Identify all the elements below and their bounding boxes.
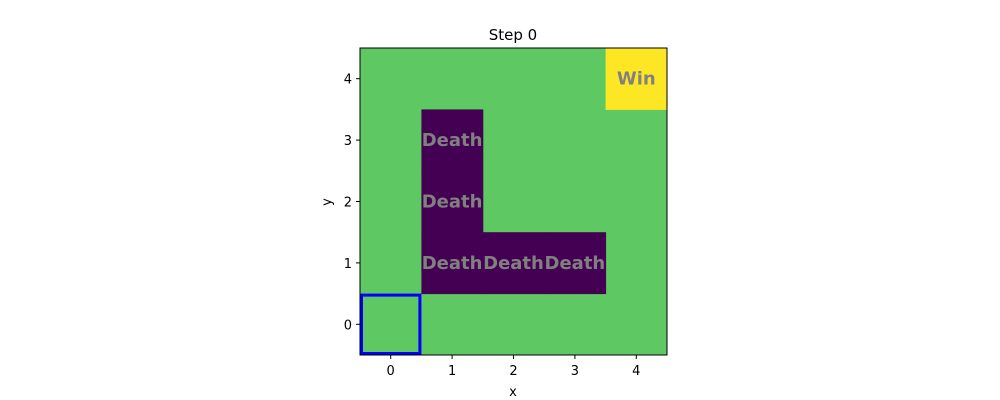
win-label: Win [617, 69, 656, 90]
y-axis-ticks: 0 1 2 3 4 [344, 73, 360, 333]
figure-title: Step 0 [489, 26, 537, 44]
y-tick-label: 1 [344, 257, 352, 272]
death-label: Death [422, 130, 483, 151]
x-axis-label: x [509, 385, 517, 400]
x-tick-label: 3 [571, 364, 579, 379]
y-axis-label: y [320, 198, 335, 206]
y-tick-label: 3 [344, 134, 352, 149]
death-label: Death [483, 253, 544, 274]
y-tick-label: 2 [344, 196, 352, 211]
x-axis-ticks: 0 1 2 3 4 [387, 355, 640, 379]
y-tick-label: 4 [344, 73, 352, 88]
death-label: Death [422, 253, 483, 274]
win-cell [605, 48, 668, 110]
agent-marker [360, 293, 422, 356]
death-cell [544, 232, 607, 295]
death-cell [421, 170, 484, 233]
y-tick-label: 0 [344, 318, 352, 333]
x-tick-label: 2 [509, 364, 517, 379]
x-tick-label: 1 [448, 364, 456, 379]
x-tick-label: 4 [632, 364, 640, 379]
death-cell [482, 232, 545, 295]
death-label: Death [545, 253, 606, 274]
death-label: Death [422, 192, 483, 213]
x-tick-label: 0 [387, 364, 395, 379]
death-cell [421, 109, 484, 172]
death-cell [421, 232, 484, 295]
